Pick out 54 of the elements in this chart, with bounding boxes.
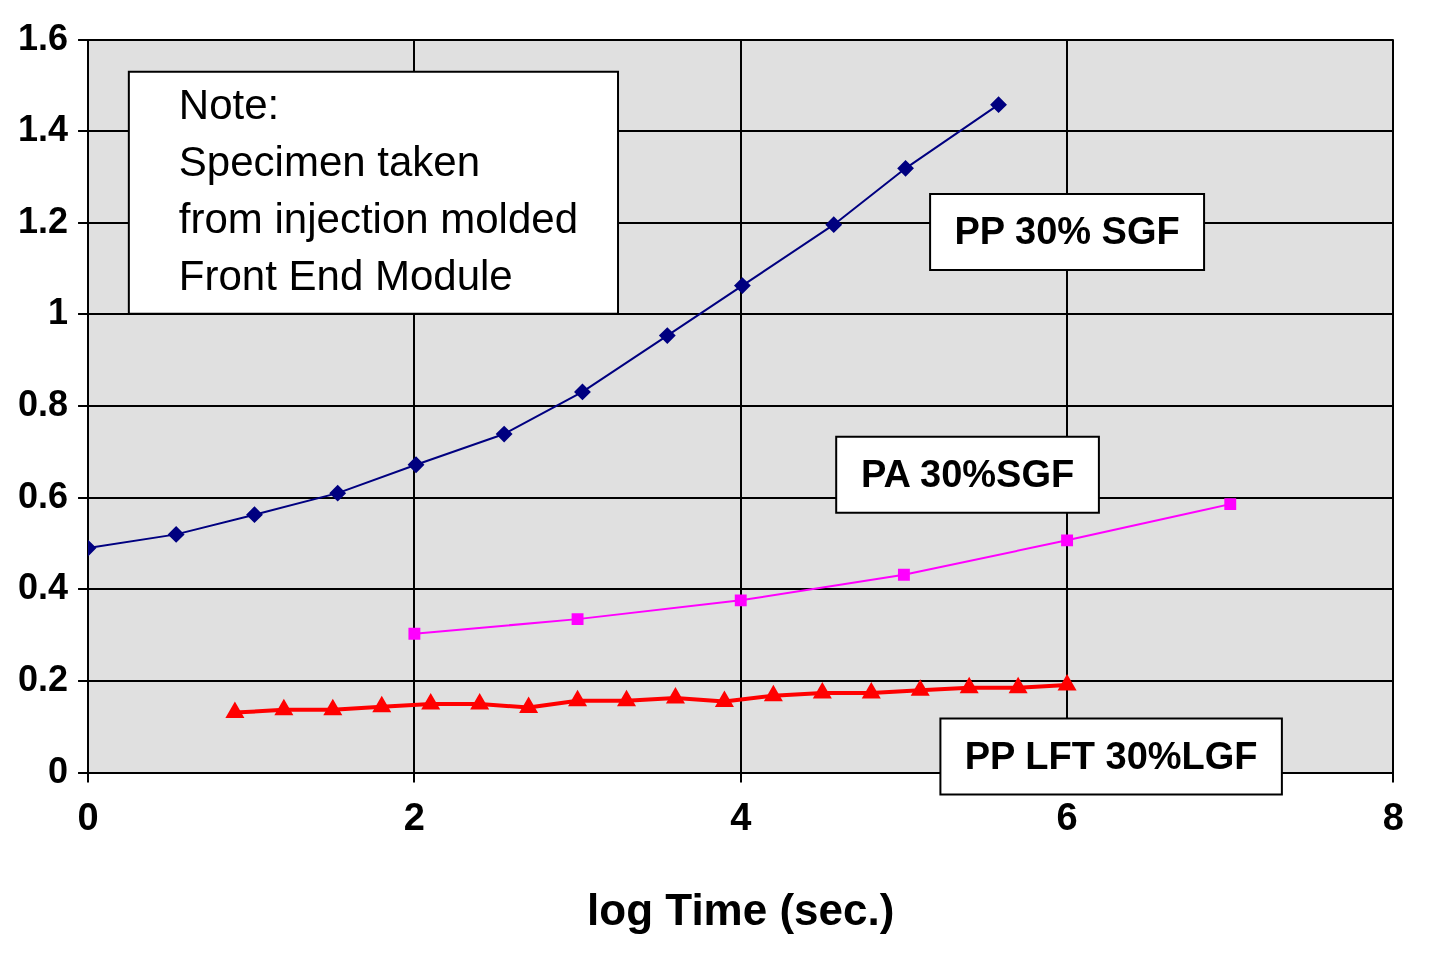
y-tick-label: 1.2: [18, 199, 69, 241]
x-axis-title: log Time (sec.): [587, 884, 895, 934]
annotation: Note: Specimen taken from injection molded Front End Module: [178, 80, 579, 299]
point: [897, 160, 914, 177]
point: [225, 701, 245, 719]
point: [408, 627, 421, 640]
series-label: PP LFT 30%LGF: [964, 735, 1258, 778]
x-tick-label: 8: [1382, 795, 1404, 838]
point: [734, 594, 747, 607]
point: [897, 568, 910, 581]
x-tick-label: 2: [403, 795, 425, 838]
point: [422, 694, 439, 710]
point: [408, 456, 425, 473]
point: [1061, 534, 1074, 547]
point: [471, 694, 488, 710]
point: [990, 96, 1007, 113]
x-tick-label: 6: [1056, 795, 1078, 838]
point: [168, 526, 185, 543]
x-tick-label: 0: [77, 795, 99, 838]
point: [659, 327, 676, 344]
point: [571, 613, 584, 626]
point: [574, 383, 591, 400]
x-tick-label: 4: [730, 795, 752, 838]
y-tick-label: 0.2: [18, 657, 69, 699]
y-tick-label: 0.8: [18, 383, 69, 425]
point: [1059, 676, 1076, 691]
point: [246, 506, 263, 523]
point: [274, 698, 294, 716]
point: [825, 216, 842, 233]
point: [1224, 498, 1237, 511]
point: [1008, 676, 1028, 694]
point: [496, 426, 513, 443]
point: [372, 695, 392, 713]
point: [863, 683, 880, 699]
point: [568, 689, 587, 707]
point: [959, 676, 979, 694]
series-label: PA 30%SGF: [860, 453, 1075, 496]
point: [667, 688, 684, 704]
point: [519, 696, 538, 714]
point: [764, 684, 783, 702]
point: [814, 683, 831, 699]
y-tick-label: 1.6: [18, 16, 69, 58]
point: [715, 690, 734, 708]
y-tick-label: 1.4: [18, 108, 69, 150]
y-tick-label: 0.6: [18, 474, 69, 516]
point: [329, 485, 346, 502]
series-label: PP 30% SGF: [954, 210, 1180, 253]
point: [734, 277, 751, 294]
y-tick-label: 0: [48, 749, 69, 791]
point: [912, 681, 929, 696]
point: [617, 689, 636, 707]
y-tick-label: 0.4: [18, 566, 69, 608]
y-tick-label: 1: [48, 291, 69, 333]
point: [323, 698, 343, 716]
